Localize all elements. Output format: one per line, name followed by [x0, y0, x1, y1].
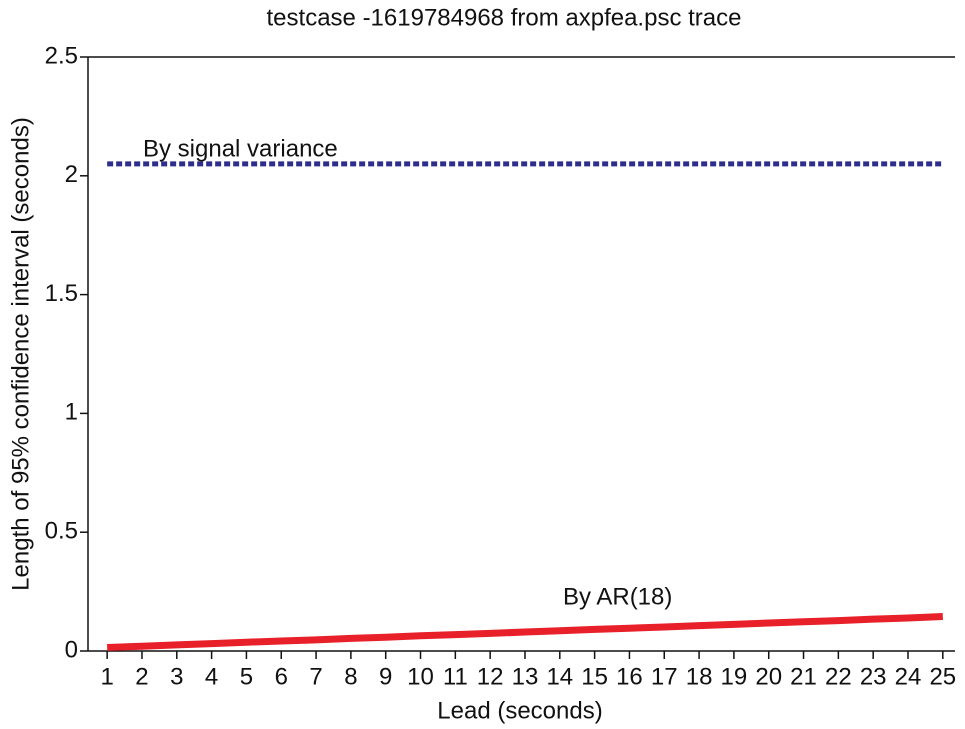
x-tick-label: 19 [721, 663, 748, 690]
x-tick-label: 12 [477, 663, 504, 690]
x-tick-label: 22 [825, 663, 852, 690]
x-tick-label: 5 [240, 663, 253, 690]
x-tick-label: 15 [581, 663, 608, 690]
x-tick-label: 18 [686, 663, 713, 690]
x-tick-label: 2 [135, 663, 148, 690]
x-tick-label: 9 [379, 663, 392, 690]
x-tick-label: 21 [790, 663, 817, 690]
x-tick-label: 25 [929, 663, 956, 690]
x-tick-label: 10 [407, 663, 434, 690]
x-tick-label: 3 [170, 663, 183, 690]
x-tick-label: 17 [651, 663, 678, 690]
y-tick-label: 0 [65, 636, 78, 663]
x-tick-label: 24 [895, 663, 922, 690]
x-tick-label: 20 [755, 663, 782, 690]
y-tick-label: 1 [65, 399, 78, 426]
y-tick-label: 2 [65, 161, 78, 188]
y-axis-label: Length of 95% confidence interval (secon… [7, 117, 34, 591]
x-tick-label: 16 [616, 663, 643, 690]
y-tick-label: 0.5 [45, 518, 78, 545]
series-label: By AR(18) [563, 583, 672, 610]
chart-title: testcase -1619784968 from axpfea.psc tra… [267, 4, 742, 31]
x-tick-label: 4 [205, 663, 218, 690]
x-tick-label: 13 [512, 663, 539, 690]
series-label: By signal variance [143, 135, 338, 162]
x-tick-label: 8 [344, 663, 357, 690]
y-tick-label: 1.5 [45, 280, 78, 307]
x-tick-label: 23 [860, 663, 887, 690]
x-tick-label: 11 [443, 663, 468, 690]
x-tick-label: 7 [309, 663, 322, 690]
series-line [107, 613, 943, 651]
x-tick-label: 6 [275, 663, 288, 690]
x-tick-label: 1 [100, 663, 113, 690]
y-tick-label: 2.5 [45, 42, 78, 69]
x-axis-label: Lead (seconds) [437, 697, 602, 724]
x-tick-label: 14 [546, 663, 573, 690]
